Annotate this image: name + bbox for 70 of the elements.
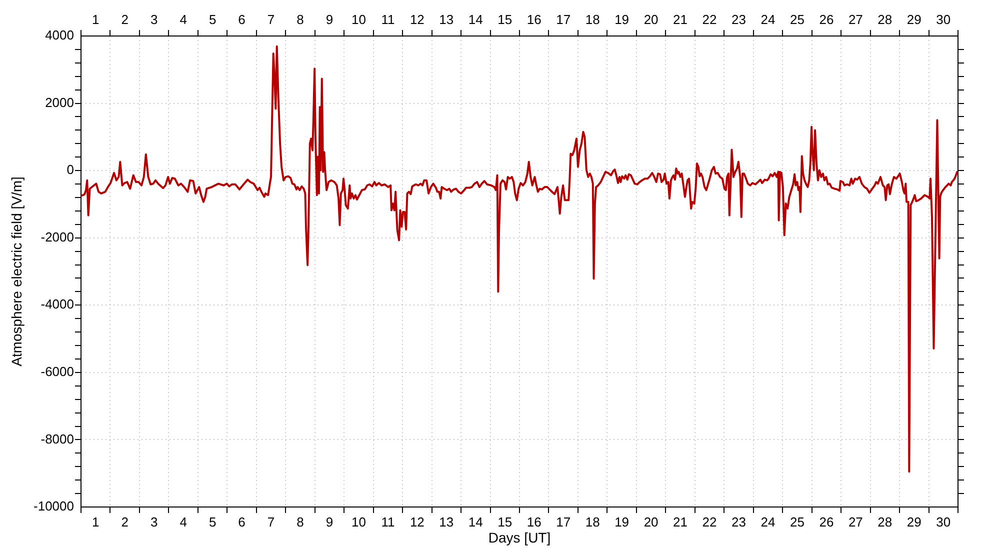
- x2-tick-label: 21: [673, 12, 688, 27]
- x-tick-label: 5: [208, 514, 216, 530]
- y-tick-label: 2000: [45, 94, 74, 110]
- x2-tick-label: 30: [936, 12, 951, 27]
- x-tick-label: 21: [673, 514, 688, 530]
- x2-tick-label: 17: [556, 12, 571, 27]
- x2-tick-label: 10: [351, 12, 366, 27]
- x2-tick-label: 11: [381, 12, 395, 27]
- x2-tick-label: 13: [439, 12, 454, 27]
- x-tick-label: 23: [732, 514, 746, 530]
- x-tick-label: 18: [585, 514, 600, 530]
- y-tick-label: 4000: [45, 28, 74, 43]
- x-tick-label: 4: [180, 514, 187, 530]
- x2-tick-label: 26: [819, 12, 834, 27]
- x-tick-label: 27: [848, 514, 863, 530]
- x2-tick-label: 2: [121, 12, 128, 27]
- x2-tick-label: 25: [790, 12, 804, 27]
- y-tick-label: 0: [66, 162, 74, 178]
- x-tick-label: 9: [326, 514, 334, 530]
- x-tick-label: 17: [556, 514, 571, 530]
- x-tick-label: 19: [614, 514, 630, 530]
- x-tick-label: 7: [267, 514, 275, 530]
- x-tick-label: 14: [468, 514, 483, 530]
- y-axis-title: Atmosphere electric field [V/m]: [8, 176, 24, 366]
- x2-tick-label: 8: [296, 12, 304, 27]
- x-tick-label: 1: [92, 514, 100, 530]
- x-tick-label: 22: [702, 514, 717, 530]
- x-tick-label: 26: [819, 514, 834, 530]
- x2-tick-label: 12: [410, 12, 424, 27]
- x-axis-title: Days [UT]: [488, 529, 551, 546]
- x-tick-label: 8: [296, 514, 304, 530]
- x2-tick-label: 23: [732, 12, 746, 27]
- x-tick-label: 20: [644, 514, 658, 530]
- x2-tick-label: 16: [526, 12, 542, 27]
- x2-tick-label: 7: [267, 12, 275, 27]
- x-tick-label: 25: [790, 514, 804, 530]
- x2-tick-label: 6: [238, 12, 246, 27]
- x-tick-label: 6: [238, 514, 246, 530]
- y-tick-label: -8000: [40, 431, 74, 446]
- y-tick-label: -10000: [34, 498, 74, 514]
- y-tick-label: -2000: [40, 229, 74, 244]
- x2-tick-label: 29: [906, 12, 922, 27]
- x-tick-label: 28: [878, 514, 892, 530]
- x-tick-label: 3: [150, 514, 158, 530]
- x-tick-label: 24: [760, 514, 776, 530]
- x-tick-label: 13: [439, 514, 454, 530]
- x-tick-label: 29: [906, 514, 922, 530]
- x2-tick-label: 24: [760, 12, 776, 27]
- x2-tick-label: 4: [180, 12, 187, 27]
- x2-tick-label: 5: [208, 12, 216, 27]
- x-tick-label: 10: [351, 514, 366, 530]
- x2-tick-label: 3: [150, 12, 158, 27]
- y-tick-label: -6000: [40, 364, 74, 380]
- x-tick-label: 11: [381, 514, 395, 530]
- x2-tick-label: 18: [585, 12, 600, 27]
- x2-tick-label: 22: [702, 12, 717, 27]
- x2-tick-label: 9: [326, 12, 334, 27]
- x2-tick-label: 28: [878, 12, 892, 27]
- x-tick-label: 16: [526, 514, 542, 530]
- y-tick-label: -4000: [40, 296, 74, 312]
- x-tick-label: 15: [498, 514, 512, 530]
- x2-tick-label: 1: [92, 12, 100, 27]
- x2-tick-label: 15: [498, 12, 512, 27]
- x2-tick-label: 20: [644, 12, 658, 27]
- x2-tick-label: 27: [848, 12, 863, 27]
- x-tick-label: 30: [936, 514, 951, 530]
- x-tick-label: 2: [121, 514, 128, 530]
- x2-tick-label: 14: [468, 12, 483, 27]
- x2-tick-label: 19: [614, 12, 630, 27]
- x-tick-label: 12: [410, 514, 424, 530]
